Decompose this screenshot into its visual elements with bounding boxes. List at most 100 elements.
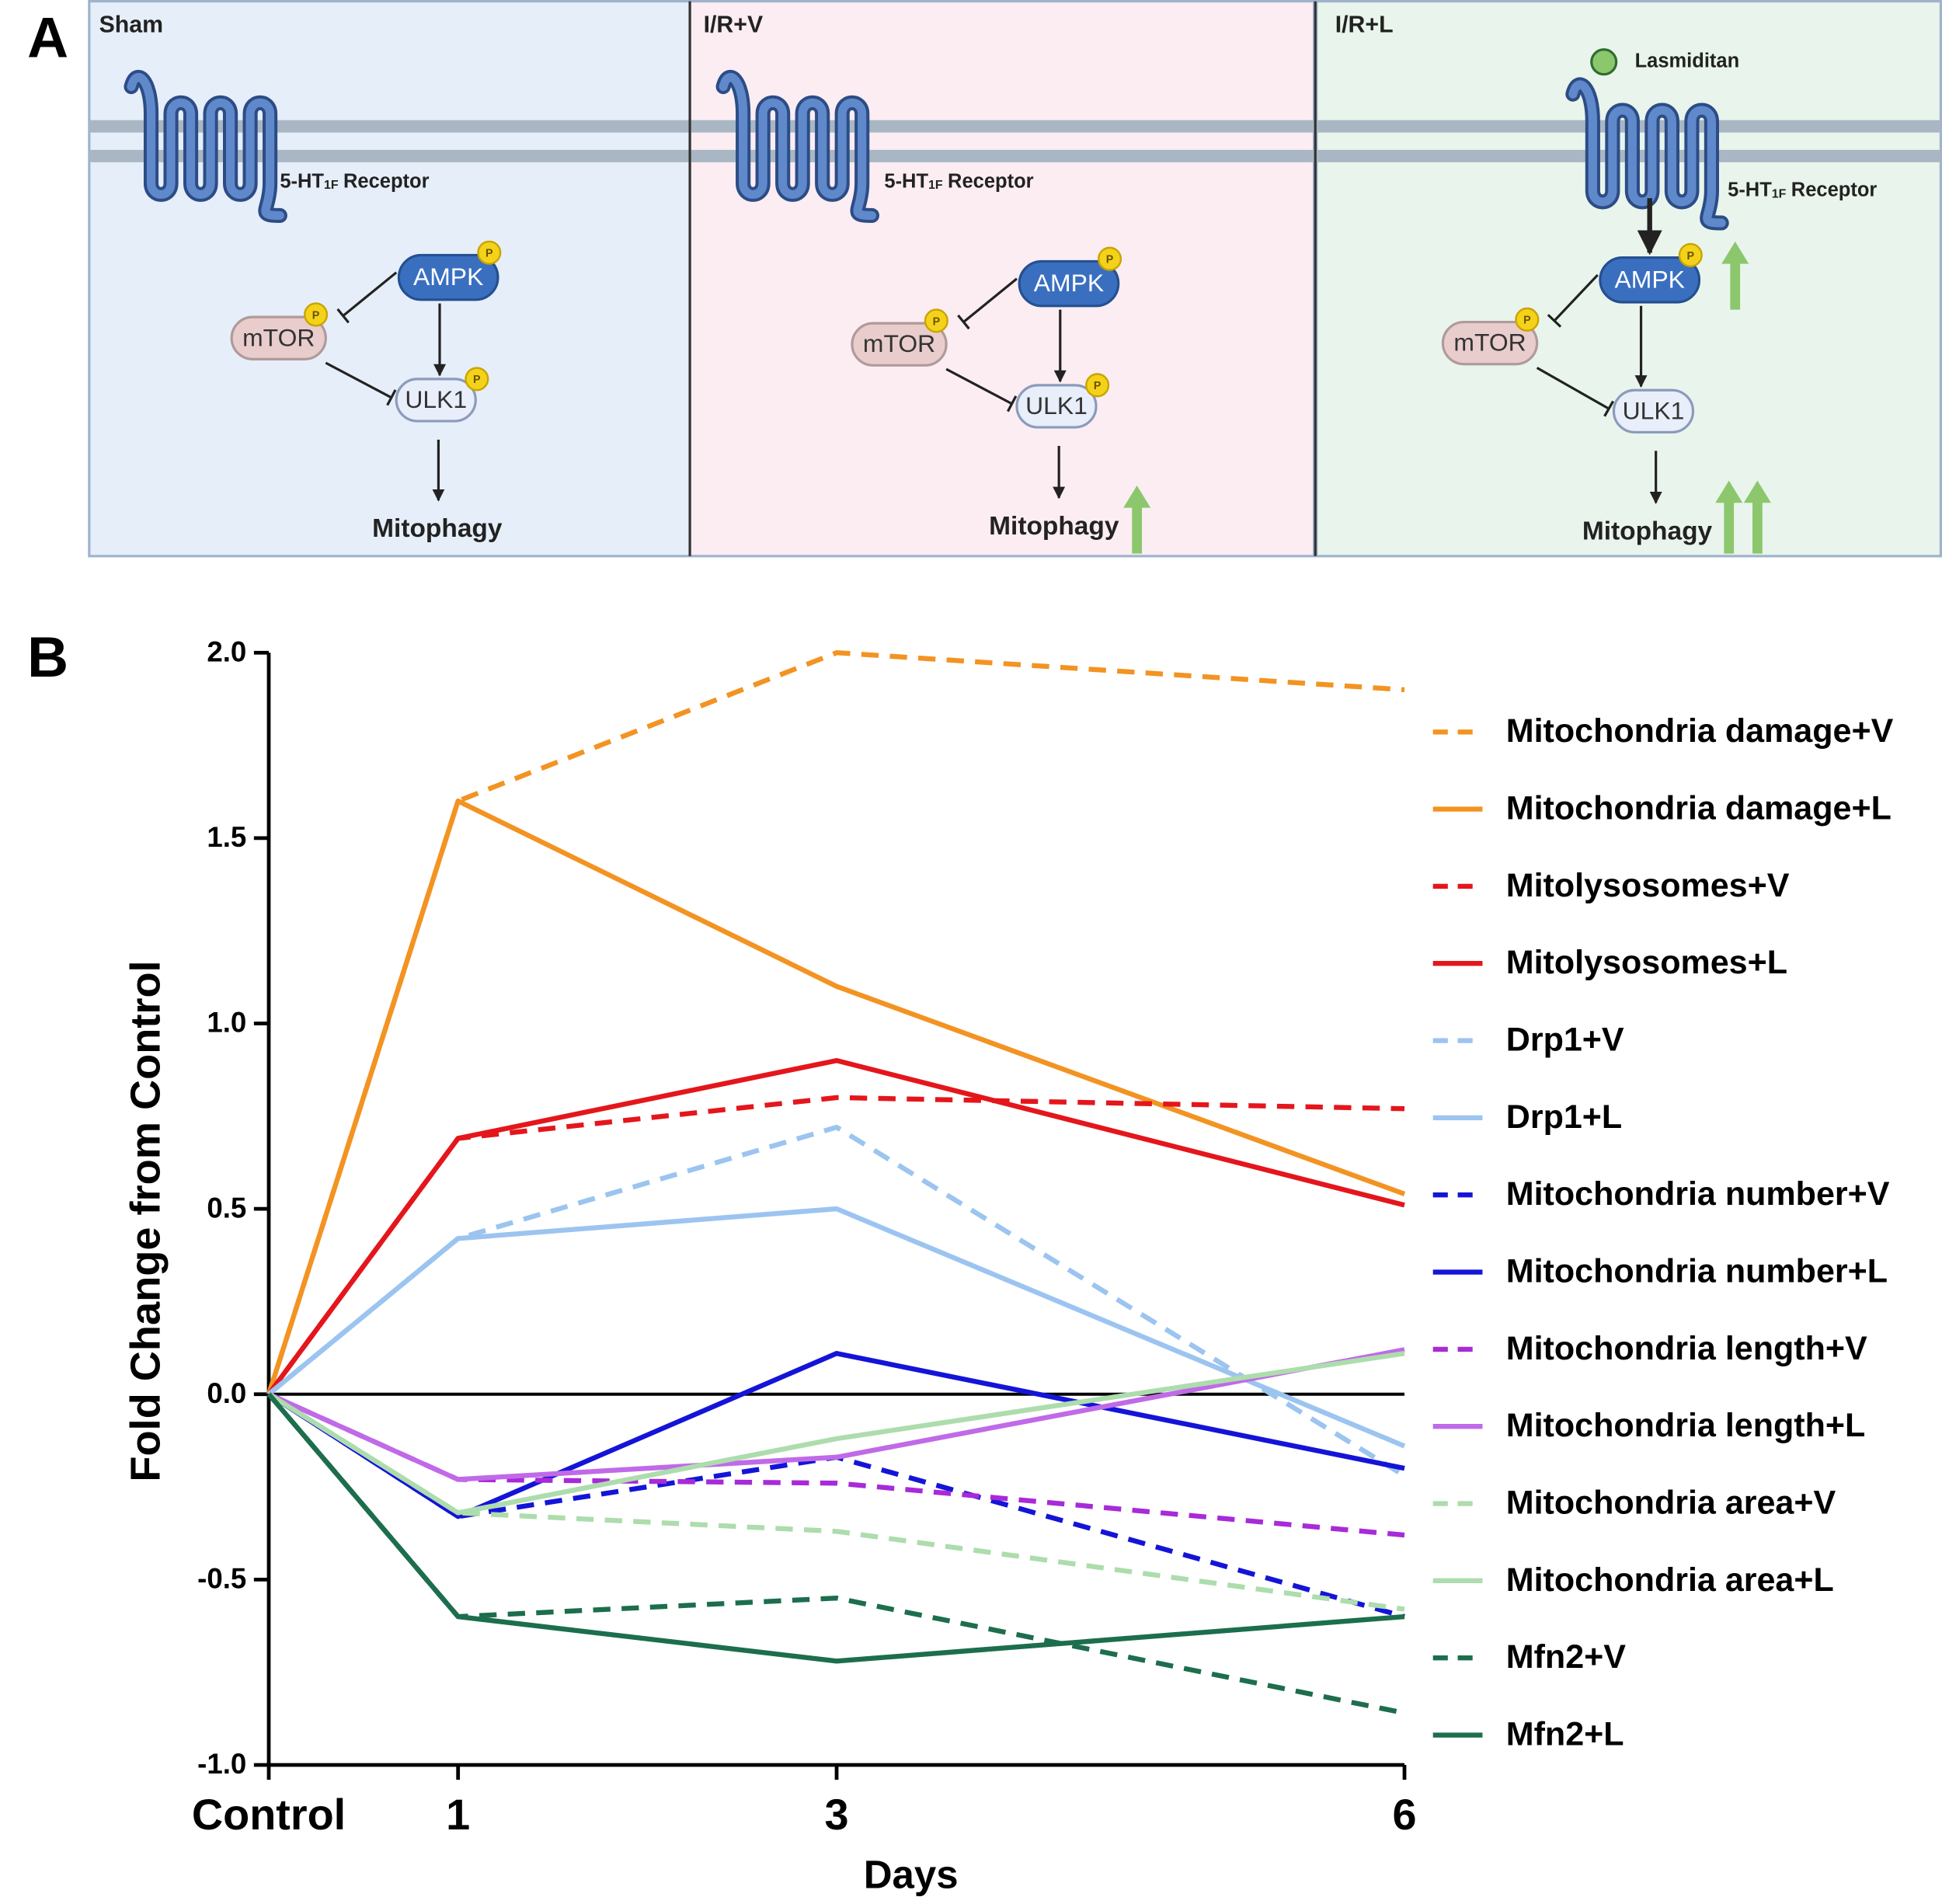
phospho-badge — [1085, 373, 1110, 398]
receptor-label: 5-HT1F Receptor — [280, 170, 429, 192]
series-line — [266, 1095, 1405, 1396]
inhibition-bar — [957, 314, 970, 330]
series-line — [266, 1058, 1405, 1396]
panel-label: B — [27, 625, 68, 689]
inhibition-bar — [336, 308, 350, 324]
panel-title: I/R+L — [1335, 12, 1394, 37]
inhibition-bar — [1603, 400, 1614, 417]
ampk-label-box — [1018, 259, 1120, 308]
phospho-label: P — [933, 315, 941, 328]
legend-label: Drp1+V — [1506, 1022, 1624, 1059]
legend-label: Mfn2+V — [1506, 1638, 1627, 1676]
phospho-label: P — [1687, 250, 1695, 263]
phospho-badge — [1678, 242, 1703, 267]
outcome-label: Mitophagy — [1582, 517, 1713, 545]
y-tick-label: 1.5 — [207, 821, 246, 853]
series-line — [266, 650, 1405, 1395]
inhibition-line — [342, 271, 398, 317]
legend-label: Mitochondria area+V — [1506, 1485, 1836, 1522]
ulk1-label: ULK1 — [1623, 396, 1685, 424]
ampk-label: AMPK — [1615, 265, 1685, 293]
phospho-badge — [477, 240, 502, 265]
receptor-subscript: 1F — [324, 179, 339, 192]
receptor-suffix: Receptor — [948, 170, 1034, 192]
series-line — [266, 1124, 1406, 1478]
inhibition-bar — [1547, 314, 1562, 328]
increase-arrow — [1743, 480, 1771, 554]
inhibition-line — [325, 361, 392, 399]
ulk1-label-box — [1015, 384, 1098, 429]
receptor-prefix: 5-HT — [884, 170, 928, 192]
inhibition-line — [1553, 273, 1599, 322]
series-line — [267, 1391, 1405, 1538]
legend-label: Mitochondria damage+V — [1506, 712, 1894, 750]
mtor-label-box — [1441, 320, 1539, 366]
legend-label: Mitochondria number+V — [1506, 1175, 1890, 1213]
receptor-subscript: 1F — [928, 179, 943, 192]
phospho-badge — [1515, 307, 1540, 332]
inhibition-bar — [386, 389, 397, 406]
series-line — [267, 1392, 1405, 1612]
receptor — [1568, 80, 1726, 228]
phospho-badge — [304, 302, 329, 327]
legend-label: Mitolysosomes+V — [1506, 867, 1790, 904]
x-tick-label: 3 — [824, 1790, 848, 1839]
drug-molecule — [1590, 48, 1618, 76]
y-axis-title: Fold Change from Control — [123, 960, 169, 1481]
series-line — [266, 1392, 1405, 1664]
mtor-label-box — [851, 322, 948, 367]
receptor — [719, 72, 877, 220]
ampk-label-box — [397, 253, 499, 301]
receptor-prefix: 5-HT — [280, 170, 324, 192]
y-tick-label: 0.5 — [207, 1192, 246, 1224]
ulk1-label: ULK1 — [1025, 392, 1088, 419]
panel-background — [688, 0, 1316, 558]
legend-label: Mitochondria damage+L — [1506, 790, 1892, 827]
series-line — [266, 1206, 1406, 1449]
series-line — [267, 1347, 1405, 1482]
x-tick-label: 1 — [446, 1790, 470, 1839]
legend-label: Drp1+L — [1506, 1098, 1622, 1136]
x-tick-label: Control — [192, 1790, 346, 1839]
y-tick-label: -0.5 — [197, 1563, 246, 1595]
mtor-label: mTOR — [863, 329, 935, 357]
receptor-prefix: 5-HT — [1728, 179, 1772, 200]
phospho-label: P — [473, 374, 481, 386]
membrane — [89, 120, 1941, 133]
phospho-label: P — [312, 309, 320, 322]
receptor-label: 5-HT1F Receptor — [1728, 179, 1877, 200]
legend-label: Mitochondria area+L — [1506, 1561, 1834, 1599]
mtor-label: mTOR — [1453, 329, 1526, 357]
panel-title: Sham — [99, 12, 163, 37]
phospho-label: P — [1106, 254, 1114, 266]
phospho-badge — [924, 308, 948, 333]
ampk-label: AMPK — [1034, 269, 1104, 297]
ulk1-label-box — [1612, 388, 1695, 434]
phospho-badge — [465, 367, 489, 392]
ampk-label-box — [1599, 256, 1701, 304]
series-line — [266, 798, 1406, 1395]
legend-label: Mfn2+L — [1506, 1715, 1624, 1753]
inhibition-bar — [1006, 395, 1018, 412]
increase-arrow — [1721, 241, 1749, 310]
receptor-suffix: Receptor — [1791, 179, 1878, 200]
panel-title: I/R+V — [704, 12, 764, 37]
phospho-badge — [1098, 246, 1122, 271]
mtor-label-box — [230, 315, 327, 360]
phospho-label: P — [486, 248, 493, 260]
legend-label: Mitochondria length+L — [1506, 1407, 1866, 1444]
phospho-label: P — [1523, 315, 1531, 327]
ulk1-label: ULK1 — [405, 385, 467, 413]
increase-arrow — [1715, 480, 1743, 554]
y-tick-label: 1.0 — [207, 1007, 246, 1039]
receptor — [127, 72, 284, 220]
panel-label: A — [27, 6, 68, 70]
series-line — [267, 1351, 1405, 1516]
outcome-label: Mitophagy — [372, 514, 503, 543]
legend-label: Mitochondria length+V — [1506, 1330, 1867, 1367]
x-tick-label: 6 — [1393, 1790, 1417, 1839]
outcome-label: Mitophagy — [989, 512, 1119, 541]
drug-label: Lasmiditan — [1635, 50, 1740, 71]
y-tick-label: -1.0 — [197, 1748, 246, 1780]
